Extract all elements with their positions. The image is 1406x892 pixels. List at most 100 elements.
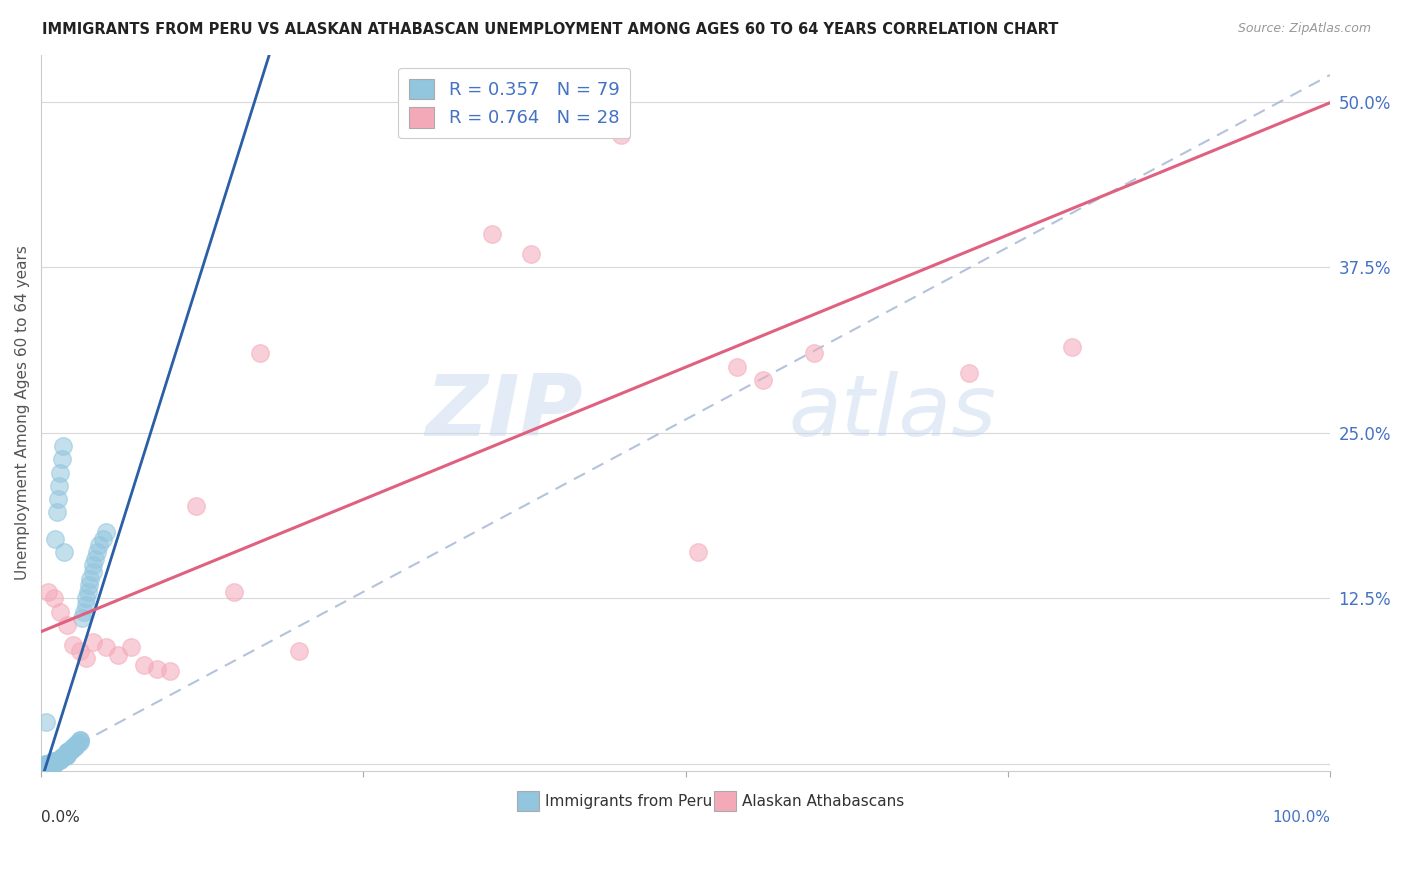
Point bbox=[49, 753, 72, 767]
Point bbox=[59, 742, 82, 756]
Point bbox=[72, 611, 94, 625]
Point bbox=[42, 757, 65, 772]
Point bbox=[37, 757, 59, 772]
Point bbox=[49, 605, 72, 619]
Point bbox=[53, 749, 76, 764]
Point bbox=[56, 747, 79, 761]
Point bbox=[107, 648, 129, 663]
Point bbox=[58, 744, 80, 758]
Point bbox=[62, 638, 84, 652]
Point bbox=[224, 584, 246, 599]
Point bbox=[45, 505, 67, 519]
Point bbox=[48, 479, 70, 493]
Point bbox=[520, 247, 543, 261]
Point bbox=[56, 744, 79, 758]
Point bbox=[79, 572, 101, 586]
Point bbox=[583, 108, 606, 122]
Point bbox=[37, 584, 59, 599]
Point bbox=[688, 545, 710, 559]
Point bbox=[72, 605, 94, 619]
Point bbox=[84, 551, 107, 566]
Point bbox=[76, 584, 98, 599]
Point bbox=[46, 753, 69, 767]
Point bbox=[481, 227, 503, 241]
Point bbox=[41, 757, 63, 772]
Point bbox=[62, 739, 84, 754]
Point bbox=[56, 745, 79, 759]
Point bbox=[134, 657, 156, 672]
Point bbox=[94, 525, 117, 540]
Point bbox=[42, 757, 65, 772]
Point bbox=[66, 737, 89, 751]
Point bbox=[53, 545, 76, 559]
Point bbox=[75, 651, 97, 665]
Point bbox=[803, 346, 825, 360]
Point bbox=[249, 346, 271, 360]
Point bbox=[69, 733, 91, 747]
Point bbox=[55, 749, 77, 764]
Point bbox=[41, 755, 63, 769]
Point bbox=[146, 662, 169, 676]
Point bbox=[35, 714, 58, 729]
Point bbox=[69, 733, 91, 747]
Point bbox=[49, 466, 72, 480]
Text: Immigrants from Peru: Immigrants from Peru bbox=[546, 794, 713, 808]
Text: IMMIGRANTS FROM PERU VS ALASKAN ATHABASCAN UNEMPLOYMENT AMONG AGES 60 TO 64 YEAR: IMMIGRANTS FROM PERU VS ALASKAN ATHABASC… bbox=[42, 22, 1059, 37]
Point bbox=[56, 747, 79, 761]
Point bbox=[51, 750, 73, 764]
Point bbox=[52, 750, 75, 764]
Point bbox=[288, 644, 311, 658]
Point bbox=[55, 747, 77, 762]
Point bbox=[45, 755, 67, 769]
Point bbox=[51, 452, 73, 467]
Point bbox=[38, 756, 60, 770]
Point bbox=[77, 578, 100, 592]
Point bbox=[34, 757, 56, 772]
Point bbox=[44, 532, 66, 546]
Point bbox=[41, 757, 63, 772]
Point bbox=[60, 741, 83, 756]
Text: Alaskan Athabascans: Alaskan Athabascans bbox=[742, 794, 904, 808]
Point bbox=[42, 757, 65, 772]
Point bbox=[752, 373, 775, 387]
Point bbox=[56, 745, 79, 759]
Text: ZIP: ZIP bbox=[425, 371, 582, 454]
Point bbox=[59, 742, 82, 756]
Point bbox=[53, 749, 76, 764]
Point bbox=[69, 734, 91, 748]
Point bbox=[159, 665, 181, 679]
Point bbox=[75, 598, 97, 612]
Point bbox=[41, 756, 63, 770]
Point bbox=[63, 739, 86, 754]
Point bbox=[46, 491, 69, 506]
Text: atlas: atlas bbox=[789, 371, 997, 454]
Point bbox=[42, 591, 65, 606]
Point bbox=[65, 737, 87, 751]
Text: Source: ZipAtlas.com: Source: ZipAtlas.com bbox=[1237, 22, 1371, 36]
Point bbox=[45, 755, 67, 769]
Point bbox=[56, 747, 79, 762]
Point bbox=[184, 499, 207, 513]
Point bbox=[1062, 340, 1084, 354]
Point bbox=[75, 591, 97, 606]
Point bbox=[58, 744, 80, 758]
Point bbox=[56, 745, 79, 759]
Point bbox=[37, 757, 59, 772]
Text: 100.0%: 100.0% bbox=[1272, 810, 1330, 825]
Text: 0.0%: 0.0% bbox=[41, 810, 80, 825]
Point bbox=[52, 439, 75, 453]
Point bbox=[56, 747, 79, 761]
Point bbox=[39, 757, 62, 772]
Point bbox=[610, 128, 633, 142]
Point bbox=[94, 640, 117, 655]
Point bbox=[63, 739, 86, 753]
Point bbox=[49, 753, 72, 767]
Point bbox=[82, 558, 104, 573]
Point bbox=[69, 644, 91, 658]
Point bbox=[725, 359, 748, 374]
Point bbox=[62, 741, 84, 756]
Point bbox=[91, 532, 114, 546]
Point bbox=[35, 757, 58, 772]
Point bbox=[87, 538, 110, 552]
Point bbox=[42, 755, 65, 769]
